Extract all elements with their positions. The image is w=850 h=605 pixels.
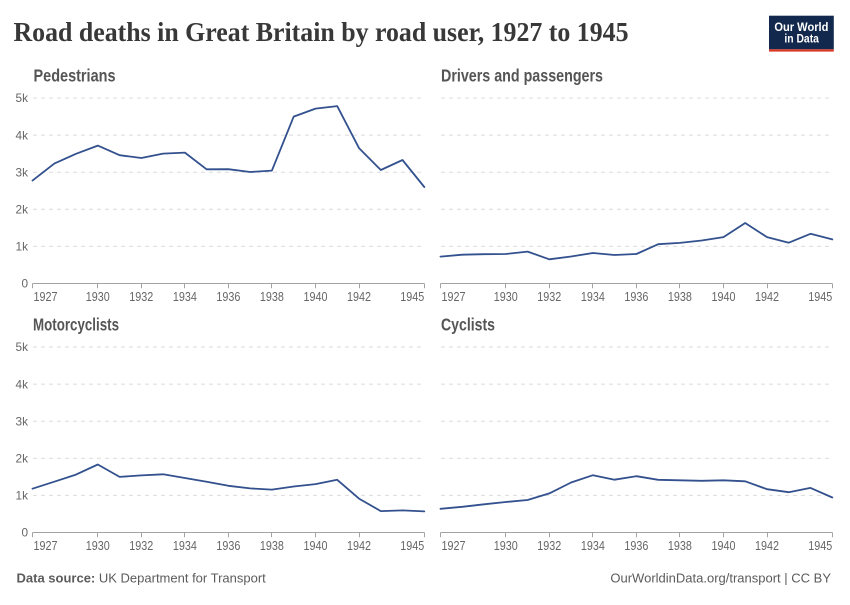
svg-text:Road deaths in Great Britain b: Road deaths in Great Britain by road use… [14,16,629,47]
svg-text:1934: 1934 [581,289,605,304]
svg-text:0: 0 [21,277,28,291]
svg-text:Cyclists: Cyclists [441,314,495,334]
svg-text:1930: 1930 [494,289,518,304]
svg-text:Motorcyclists: Motorcyclists [33,314,119,334]
svg-text:1938: 1938 [260,289,284,304]
svg-text:1938: 1938 [668,538,692,553]
svg-text:1942: 1942 [755,289,779,304]
svg-text:1930: 1930 [494,538,518,553]
svg-text:1934: 1934 [173,538,197,553]
svg-text:1934: 1934 [173,289,197,304]
svg-text:5k: 5k [16,340,29,354]
svg-text:4k: 4k [16,377,29,391]
svg-text:OurWorldinData.org/transport |: OurWorldinData.org/transport | CC BY [610,571,831,586]
svg-text:1945: 1945 [808,538,832,553]
svg-text:1k: 1k [16,240,29,254]
svg-text:2k: 2k [16,203,29,217]
svg-text:1936: 1936 [624,538,648,553]
svg-text:1934: 1934 [581,538,605,553]
svg-text:1936: 1936 [216,289,240,304]
svg-text:3k: 3k [16,414,29,428]
svg-text:1938: 1938 [260,538,284,553]
svg-text:Pedestrians: Pedestrians [34,66,116,86]
svg-text:1940: 1940 [304,289,328,304]
svg-text:1927: 1927 [442,289,466,304]
svg-text:5k: 5k [16,91,29,105]
svg-text:1945: 1945 [400,538,424,553]
svg-text:Data source: UK Department for: Data source: UK Department for Transport [17,571,267,586]
svg-text:1936: 1936 [216,538,240,553]
svg-text:1930: 1930 [86,289,110,304]
svg-text:1945: 1945 [808,289,832,304]
svg-text:0: 0 [21,526,28,540]
svg-text:1932: 1932 [537,289,561,304]
svg-text:2k: 2k [16,452,29,466]
svg-text:Our World: Our World [774,20,828,34]
svg-text:1945: 1945 [400,289,424,304]
svg-text:1932: 1932 [129,289,153,304]
svg-text:Drivers and passengers: Drivers and passengers [441,66,603,86]
svg-text:4k: 4k [16,128,29,142]
svg-text:1927: 1927 [34,289,58,304]
svg-text:1930: 1930 [86,538,110,553]
svg-text:1k: 1k [16,489,29,503]
svg-text:1942: 1942 [755,538,779,553]
svg-text:1942: 1942 [347,538,371,553]
svg-text:1936: 1936 [624,289,648,304]
svg-text:1940: 1940 [712,538,736,553]
svg-text:1927: 1927 [442,538,466,553]
svg-text:1942: 1942 [347,289,371,304]
svg-text:1932: 1932 [129,538,153,553]
svg-text:in Data: in Data [784,32,819,46]
svg-text:1932: 1932 [537,538,561,553]
svg-text:1938: 1938 [668,289,692,304]
svg-text:3k: 3k [16,165,29,179]
svg-text:1940: 1940 [712,289,736,304]
svg-text:1927: 1927 [34,538,58,553]
svg-text:1940: 1940 [304,538,328,553]
